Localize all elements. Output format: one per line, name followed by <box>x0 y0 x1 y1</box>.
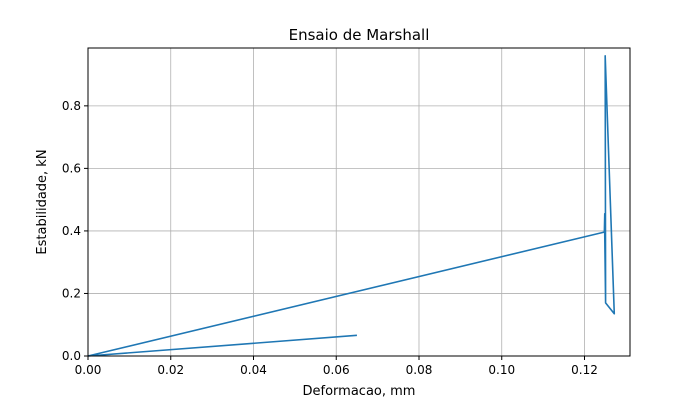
ticks: 0.00 0.02 0.04 0.06 0.08 0.10 0.12 0.0 0.2 0.4 0.6… <box>62 99 598 377</box>
grid <box>87 48 630 357</box>
series-layer <box>87 55 616 357</box>
x-tick-label: 0.02 <box>157 363 184 377</box>
plot-frame <box>87 47 631 357</box>
x-tick-label: 0.08 <box>406 363 433 377</box>
y-tick-label: 0.4 <box>62 224 81 238</box>
y-tick-label: 0.6 <box>62 161 81 175</box>
x-tick-label: 0.12 <box>571 363 598 377</box>
x-tick-label: 0.10 <box>488 363 515 377</box>
y-tick-label: 0.2 <box>62 286 81 300</box>
y-tick-label: 0.0 <box>62 349 81 363</box>
series-line <box>87 55 616 357</box>
x-tick-label: 0.04 <box>240 363 267 377</box>
x-axis-label: Deformacao, mm <box>303 384 416 399</box>
x-tick-label: 0.00 <box>75 363 102 377</box>
y-axis-label: Estabilidade, kN <box>35 149 50 254</box>
y-tick-label: 0.8 <box>62 99 81 113</box>
x-tick-label: 0.06 <box>323 363 350 377</box>
chart-title: Ensaio de Marshall <box>289 26 430 44</box>
